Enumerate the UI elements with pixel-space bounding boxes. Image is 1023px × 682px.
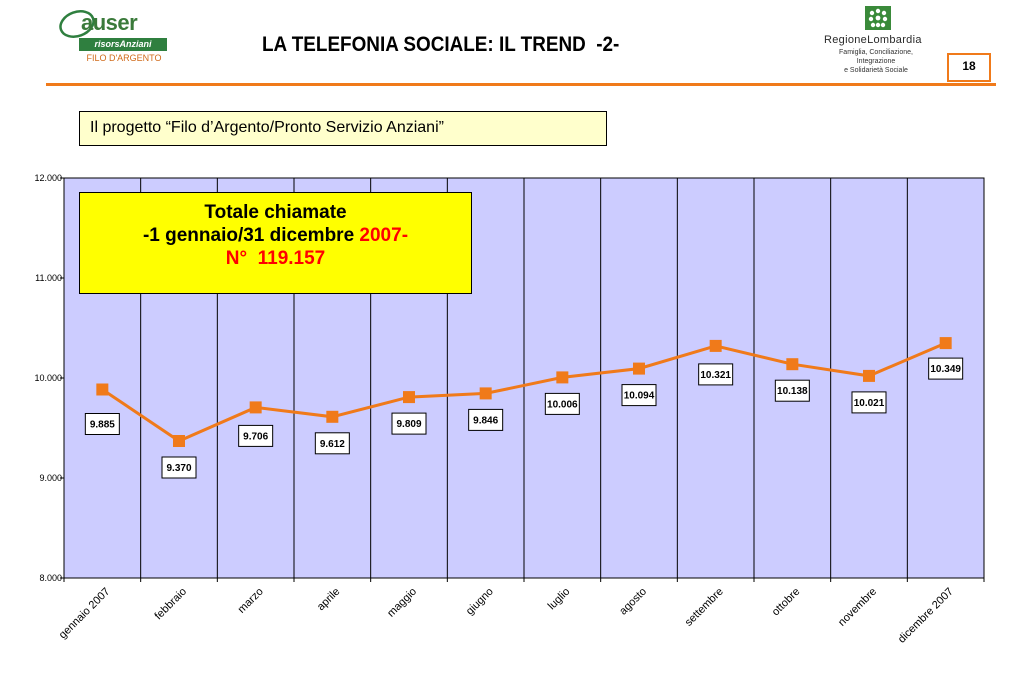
x-tick-label: maggio (385, 586, 419, 620)
data-label: 9.885 (90, 420, 115, 431)
data-label-box (928, 357, 964, 380)
x-tick-label: gennaio 2007 (57, 586, 113, 642)
x-tick-label: dicembre 2007 (896, 586, 956, 646)
region-department: Famiglia, Conciliazione, Integrazione e … (839, 49, 913, 74)
x-tick-label: agosto (617, 586, 649, 618)
data-label-box (314, 432, 350, 455)
rosa-camuna-icon (865, 6, 891, 30)
auser-logo: auser risorsAnziani FILO D'ARGENTO (55, 8, 175, 68)
x-tick-label: settembre (683, 586, 726, 629)
data-label: 10.321 (700, 370, 731, 381)
data-label-box (774, 379, 810, 402)
auser-swoosh-icon (59, 10, 95, 38)
subtitle-box: Il progetto “Filo d’Argento/Pronto Servi… (79, 111, 607, 146)
data-point (709, 339, 722, 352)
data-label-box (544, 392, 580, 415)
region-name: RegioneLombardia (824, 34, 922, 46)
data-label: 10.138 (777, 386, 808, 397)
subtitle: Il progetto “Filo d’Argento/Pronto Servi… (90, 119, 444, 136)
total-calls-box: Totale chiamate -1 gennaio/31 dicembre 2… (79, 192, 472, 294)
series-line (101, 341, 947, 443)
data-point (403, 391, 415, 404)
x-tick-label: marzo (236, 586, 266, 616)
x-tick-label: aprile (315, 586, 343, 614)
data-label: 9.809 (396, 419, 421, 430)
data-label-box (851, 391, 887, 414)
page-title: LA TELEFONIA SOCIALE: IL TREND -2- (262, 33, 620, 56)
data-label: 10.349 (930, 364, 961, 375)
data-label-box (238, 424, 274, 447)
data-label-box (621, 384, 657, 407)
data-point (633, 362, 645, 375)
data-point (96, 383, 109, 396)
data-label: 10.006 (547, 399, 578, 410)
x-tick-label: febbraio (153, 586, 190, 623)
x-tick-label: luglio (546, 586, 573, 613)
data-label-box (468, 408, 504, 431)
auser-subtitle: FILO D'ARGENTO (86, 53, 162, 63)
x-tick-label: ottobre (770, 586, 803, 619)
y-tick-label: 10.000 (34, 373, 62, 383)
data-label: 9.612 (320, 439, 345, 450)
regione-lombardia-logo: RegioneLombardia Famiglia, Conciliazione… (818, 6, 938, 84)
data-point (939, 337, 952, 350)
header-divider (46, 83, 996, 86)
data-label-box (84, 413, 120, 435)
x-tick-label: novembre (836, 586, 879, 629)
data-label-box (161, 456, 197, 479)
auser-band: risorsAnziani (79, 38, 167, 51)
data-label-box (698, 363, 734, 386)
data-label: 9.846 (473, 415, 498, 426)
data-point (786, 358, 799, 371)
data-point (173, 435, 185, 447)
data-label: 10.094 (624, 391, 655, 402)
data-label: 9.370 (166, 463, 191, 474)
data-point (326, 410, 339, 423)
data-point (556, 371, 569, 384)
y-tick-label: 8.000 (39, 573, 62, 583)
data-point (479, 387, 492, 400)
data-label: 10.021 (854, 398, 885, 409)
data-label-box (391, 412, 427, 435)
total-period: -1 gennaio/31 dicembre 2007- (142, 225, 409, 246)
y-tick-label: 11.000 (35, 273, 62, 283)
total-count: N° 119.157 (225, 248, 326, 269)
x-tick-label: giugno (464, 586, 496, 618)
total-title: Totale chiamate (204, 202, 347, 223)
page-number: 18 (962, 59, 976, 73)
data-point (249, 401, 262, 414)
y-tick-label: 9.000 (39, 473, 62, 483)
data-label: 9.706 (243, 431, 268, 442)
page-number-box: 18 (947, 53, 991, 82)
data-point (863, 369, 875, 382)
y-tick-label: 12.000 (34, 173, 62, 183)
auser-wordmark: auser (81, 10, 138, 35)
